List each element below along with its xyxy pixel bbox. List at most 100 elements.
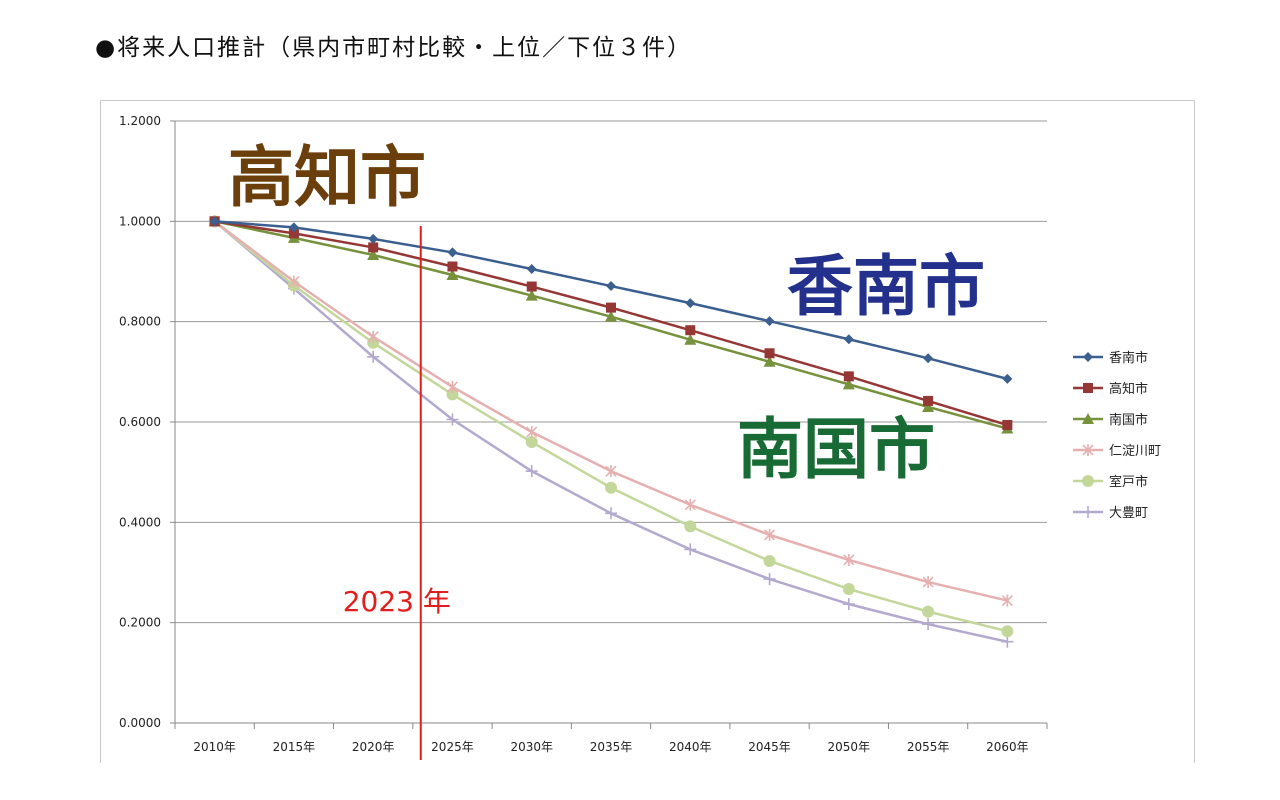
- x-tick-label: 2020年: [352, 740, 395, 754]
- data-point: [922, 400, 935, 412]
- legend-swatch-marker: [1082, 413, 1094, 424]
- data-point: [842, 583, 855, 596]
- data-point: [843, 553, 855, 566]
- data-point: [605, 481, 617, 494]
- data-point: [526, 281, 537, 292]
- data-point: [763, 355, 776, 367]
- legend-swatch-marker: [1082, 475, 1094, 487]
- chart-frame: [100, 100, 1195, 763]
- data-point: [684, 543, 697, 556]
- data-point: [922, 576, 934, 589]
- data-point: [1001, 594, 1013, 607]
- y-tick-label: 1.0000: [119, 214, 161, 228]
- data-point: [367, 350, 380, 363]
- grid-lines: [170, 120, 1048, 729]
- data-point: [446, 388, 459, 401]
- legend-swatch-marker: [1083, 383, 1093, 393]
- data-point: [843, 371, 854, 382]
- x-tick-label: 2040年: [669, 740, 712, 754]
- data-point: [367, 330, 379, 343]
- data-point: [526, 263, 537, 274]
- legend-item: 仁淀川町: [1073, 444, 1161, 459]
- legend-item: 高知市: [1073, 381, 1148, 397]
- data-point: [685, 298, 696, 309]
- data-point: [1001, 635, 1014, 648]
- data-point: [525, 289, 538, 301]
- data-point: [288, 275, 300, 288]
- y-tick-label: 0.8000: [119, 315, 161, 329]
- data-point: [446, 269, 459, 281]
- data-point: [367, 248, 380, 260]
- y-tick-label: 0.4000: [119, 515, 161, 529]
- data-point: [684, 333, 697, 345]
- legend-label: 仁淀川町: [1109, 444, 1161, 459]
- y-tick-label: 0.0000: [119, 716, 161, 730]
- data-point: [842, 378, 855, 390]
- y-tick-label: 1.2000: [119, 114, 161, 128]
- legend-item: 室戸市: [1073, 474, 1148, 490]
- annotation-konan: 香南市: [787, 248, 985, 325]
- x-tick-label: 2055年: [907, 740, 950, 754]
- y-tick-label: 0.6000: [119, 415, 161, 429]
- data-point: [685, 325, 696, 336]
- data-point: [605, 310, 617, 322]
- data-point: [446, 380, 459, 393]
- legend-label: 南国市: [1109, 412, 1148, 428]
- legend-label: 高知市: [1109, 381, 1148, 397]
- series-0: [209, 216, 1013, 384]
- data-point: [525, 465, 538, 478]
- data-point: [764, 316, 775, 327]
- data-point: [288, 222, 299, 233]
- legend-swatch-marker: [1083, 352, 1093, 362]
- data-point: [764, 348, 775, 359]
- data-point: [763, 528, 776, 541]
- legend-item: 南国市: [1073, 412, 1148, 428]
- data-point: [368, 233, 379, 244]
- data-point: [525, 436, 538, 449]
- data-point: [606, 281, 616, 292]
- data-point: [605, 507, 617, 520]
- legend-swatch-marker: [1082, 444, 1094, 456]
- data-point: [923, 353, 934, 364]
- x-tick-label: 2030年: [510, 740, 553, 754]
- x-tick-label: 2010年: [193, 740, 236, 754]
- data-point: [1001, 625, 1014, 638]
- x-tick-label: 2025年: [431, 740, 474, 754]
- legend-label: 香南市: [1109, 350, 1148, 366]
- data-point: [526, 426, 538, 439]
- series-5: [208, 215, 1014, 648]
- x-tick-labels: 2010年 2015年 2020年 2025年 2030年 2035年 2040年 2045年…: [193, 740, 1028, 754]
- data-point: [843, 334, 854, 345]
- data-point: [447, 247, 458, 258]
- annotation-kochi: 高知市: [228, 139, 426, 216]
- annotation-nankoku: 南国市: [737, 411, 935, 488]
- data-point: [209, 216, 220, 227]
- x-tick-label: 2060年: [986, 740, 1029, 754]
- legend-label: 室戸市: [1109, 474, 1148, 490]
- data-point: [922, 618, 935, 631]
- x-tick-label: 2050年: [828, 740, 871, 754]
- data-point: [922, 605, 935, 618]
- data-point: [684, 520, 697, 533]
- data-point: [684, 498, 696, 511]
- legend-item: 大豊町: [1073, 506, 1148, 521]
- x-tick-label: 2035年: [590, 740, 633, 754]
- legend-item: 香南市: [1073, 350, 1148, 366]
- data-point: [447, 261, 458, 272]
- data-point: [368, 242, 379, 253]
- y-tick-label: 0.2000: [119, 616, 161, 630]
- x-tick-label: 2015年: [273, 740, 316, 754]
- data-point: [763, 554, 776, 567]
- x-tick-label: 2045年: [748, 740, 791, 754]
- y-tick-labels: 0.0000 0.2000 0.4000 0.6000 0.8000 1.0000 1.20…: [119, 114, 161, 730]
- data-point: [288, 228, 299, 239]
- data-point: [606, 302, 616, 313]
- data-point: [1002, 420, 1013, 431]
- data-point: [842, 598, 855, 611]
- data-point: [1002, 373, 1013, 384]
- data-point: [763, 573, 776, 586]
- legend-label: 大豊町: [1109, 506, 1148, 521]
